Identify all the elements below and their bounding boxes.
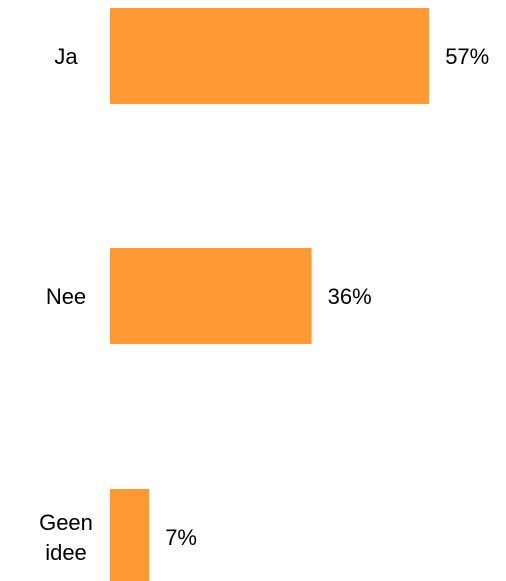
category-label: Nee [46, 284, 86, 309]
bar-nee [110, 248, 312, 344]
category-label: Geen idee [39, 510, 93, 565]
bar-geen-idee [110, 489, 150, 581]
value-label: 57% [445, 44, 489, 69]
category-label: Ja [54, 44, 78, 69]
category-labels-group: Ja Nee Geen idee [39, 44, 93, 565]
bar-ja [110, 8, 430, 104]
value-label: 7% [165, 525, 197, 550]
value-label: 36% [328, 284, 372, 309]
bars-group [110, 8, 430, 581]
value-labels-group: 57% 36% 7% [165, 44, 489, 550]
